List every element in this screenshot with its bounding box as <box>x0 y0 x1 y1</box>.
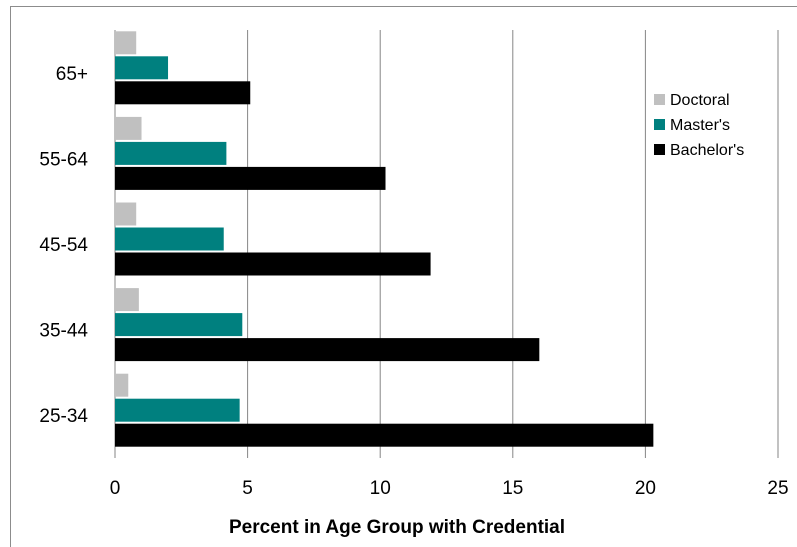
legend-label: Master's <box>670 117 730 134</box>
bar-bachelors-25-34 <box>115 423 654 447</box>
x-tick-labels: 0 5 10 15 20 25 <box>110 478 789 499</box>
y-tick-label: 65+ <box>56 64 88 85</box>
y-tick-label: 45-54 <box>39 235 88 256</box>
bar-doctoral-65+ <box>115 31 137 55</box>
legend-label: Doctoral <box>670 92 730 109</box>
bar-bachelors-65+ <box>115 81 251 105</box>
x-tick-label: 0 <box>110 478 121 499</box>
y-tick-label: 35-44 <box>39 321 88 342</box>
bar-doctoral-25-34 <box>115 373 129 397</box>
bar-doctoral-35-44 <box>115 288 139 312</box>
legend-label: Bachelor's <box>670 142 744 159</box>
bar-masters-65+ <box>115 56 169 80</box>
x-tick-label: 20 <box>635 478 656 499</box>
y-tick-labels: 25-34 35-44 45-54 55-64 65+ <box>39 64 88 427</box>
frame-left-border <box>10 6 11 547</box>
x-tick-label: 5 <box>242 478 253 499</box>
bar-doctoral-45-54 <box>115 202 137 226</box>
bar-bachelors-35-44 <box>115 338 540 362</box>
frame-top-border <box>10 6 797 7</box>
x-tick-label: 15 <box>502 478 523 499</box>
bar-masters-35-44 <box>115 313 243 337</box>
legend-swatch <box>654 144 665 155</box>
y-tick-label: 55-64 <box>39 149 88 170</box>
bar-masters-55-64 <box>115 141 227 165</box>
bar-masters-45-54 <box>115 227 224 251</box>
bar-doctoral-55-64 <box>115 116 142 140</box>
bars <box>115 31 654 447</box>
bar-bachelors-45-54 <box>115 252 431 276</box>
x-tick-label: 10 <box>370 478 391 499</box>
y-tick-label: 25-34 <box>39 406 88 427</box>
bar-masters-25-34 <box>115 398 240 422</box>
legend-swatch <box>654 119 665 130</box>
x-tick-label: 25 <box>767 478 788 499</box>
bar-bachelors-55-64 <box>115 166 386 190</box>
legend-swatch <box>654 94 665 105</box>
legend: Doctoral Master's Bachelor's <box>654 92 744 159</box>
x-axis-title: Percent in Age Group with Credential <box>229 517 565 538</box>
